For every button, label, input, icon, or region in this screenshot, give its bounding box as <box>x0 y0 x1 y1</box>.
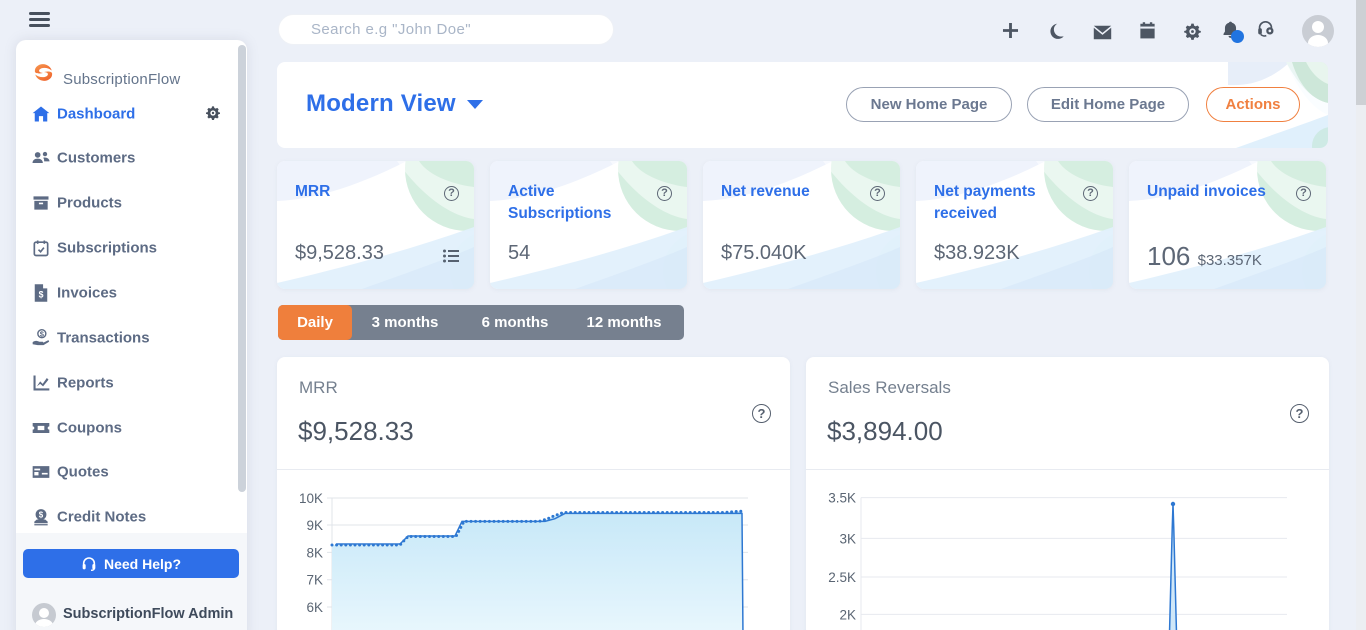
svg-text:3K: 3K <box>839 531 856 546</box>
svg-text:10K: 10K <box>299 491 323 506</box>
svg-text:2K: 2K <box>839 607 856 622</box>
svg-text:3.5K: 3.5K <box>828 491 856 506</box>
svg-text:2.5K: 2.5K <box>828 570 856 585</box>
svg-text:$: $ <box>39 510 44 519</box>
svg-text:6K: 6K <box>306 600 323 615</box>
svg-text:8K: 8K <box>306 545 323 560</box>
svg-text:$: $ <box>40 330 45 339</box>
svg-text:9K: 9K <box>306 518 323 533</box>
svg-text:7K: 7K <box>306 573 323 588</box>
svg-text:$: $ <box>39 290 44 300</box>
